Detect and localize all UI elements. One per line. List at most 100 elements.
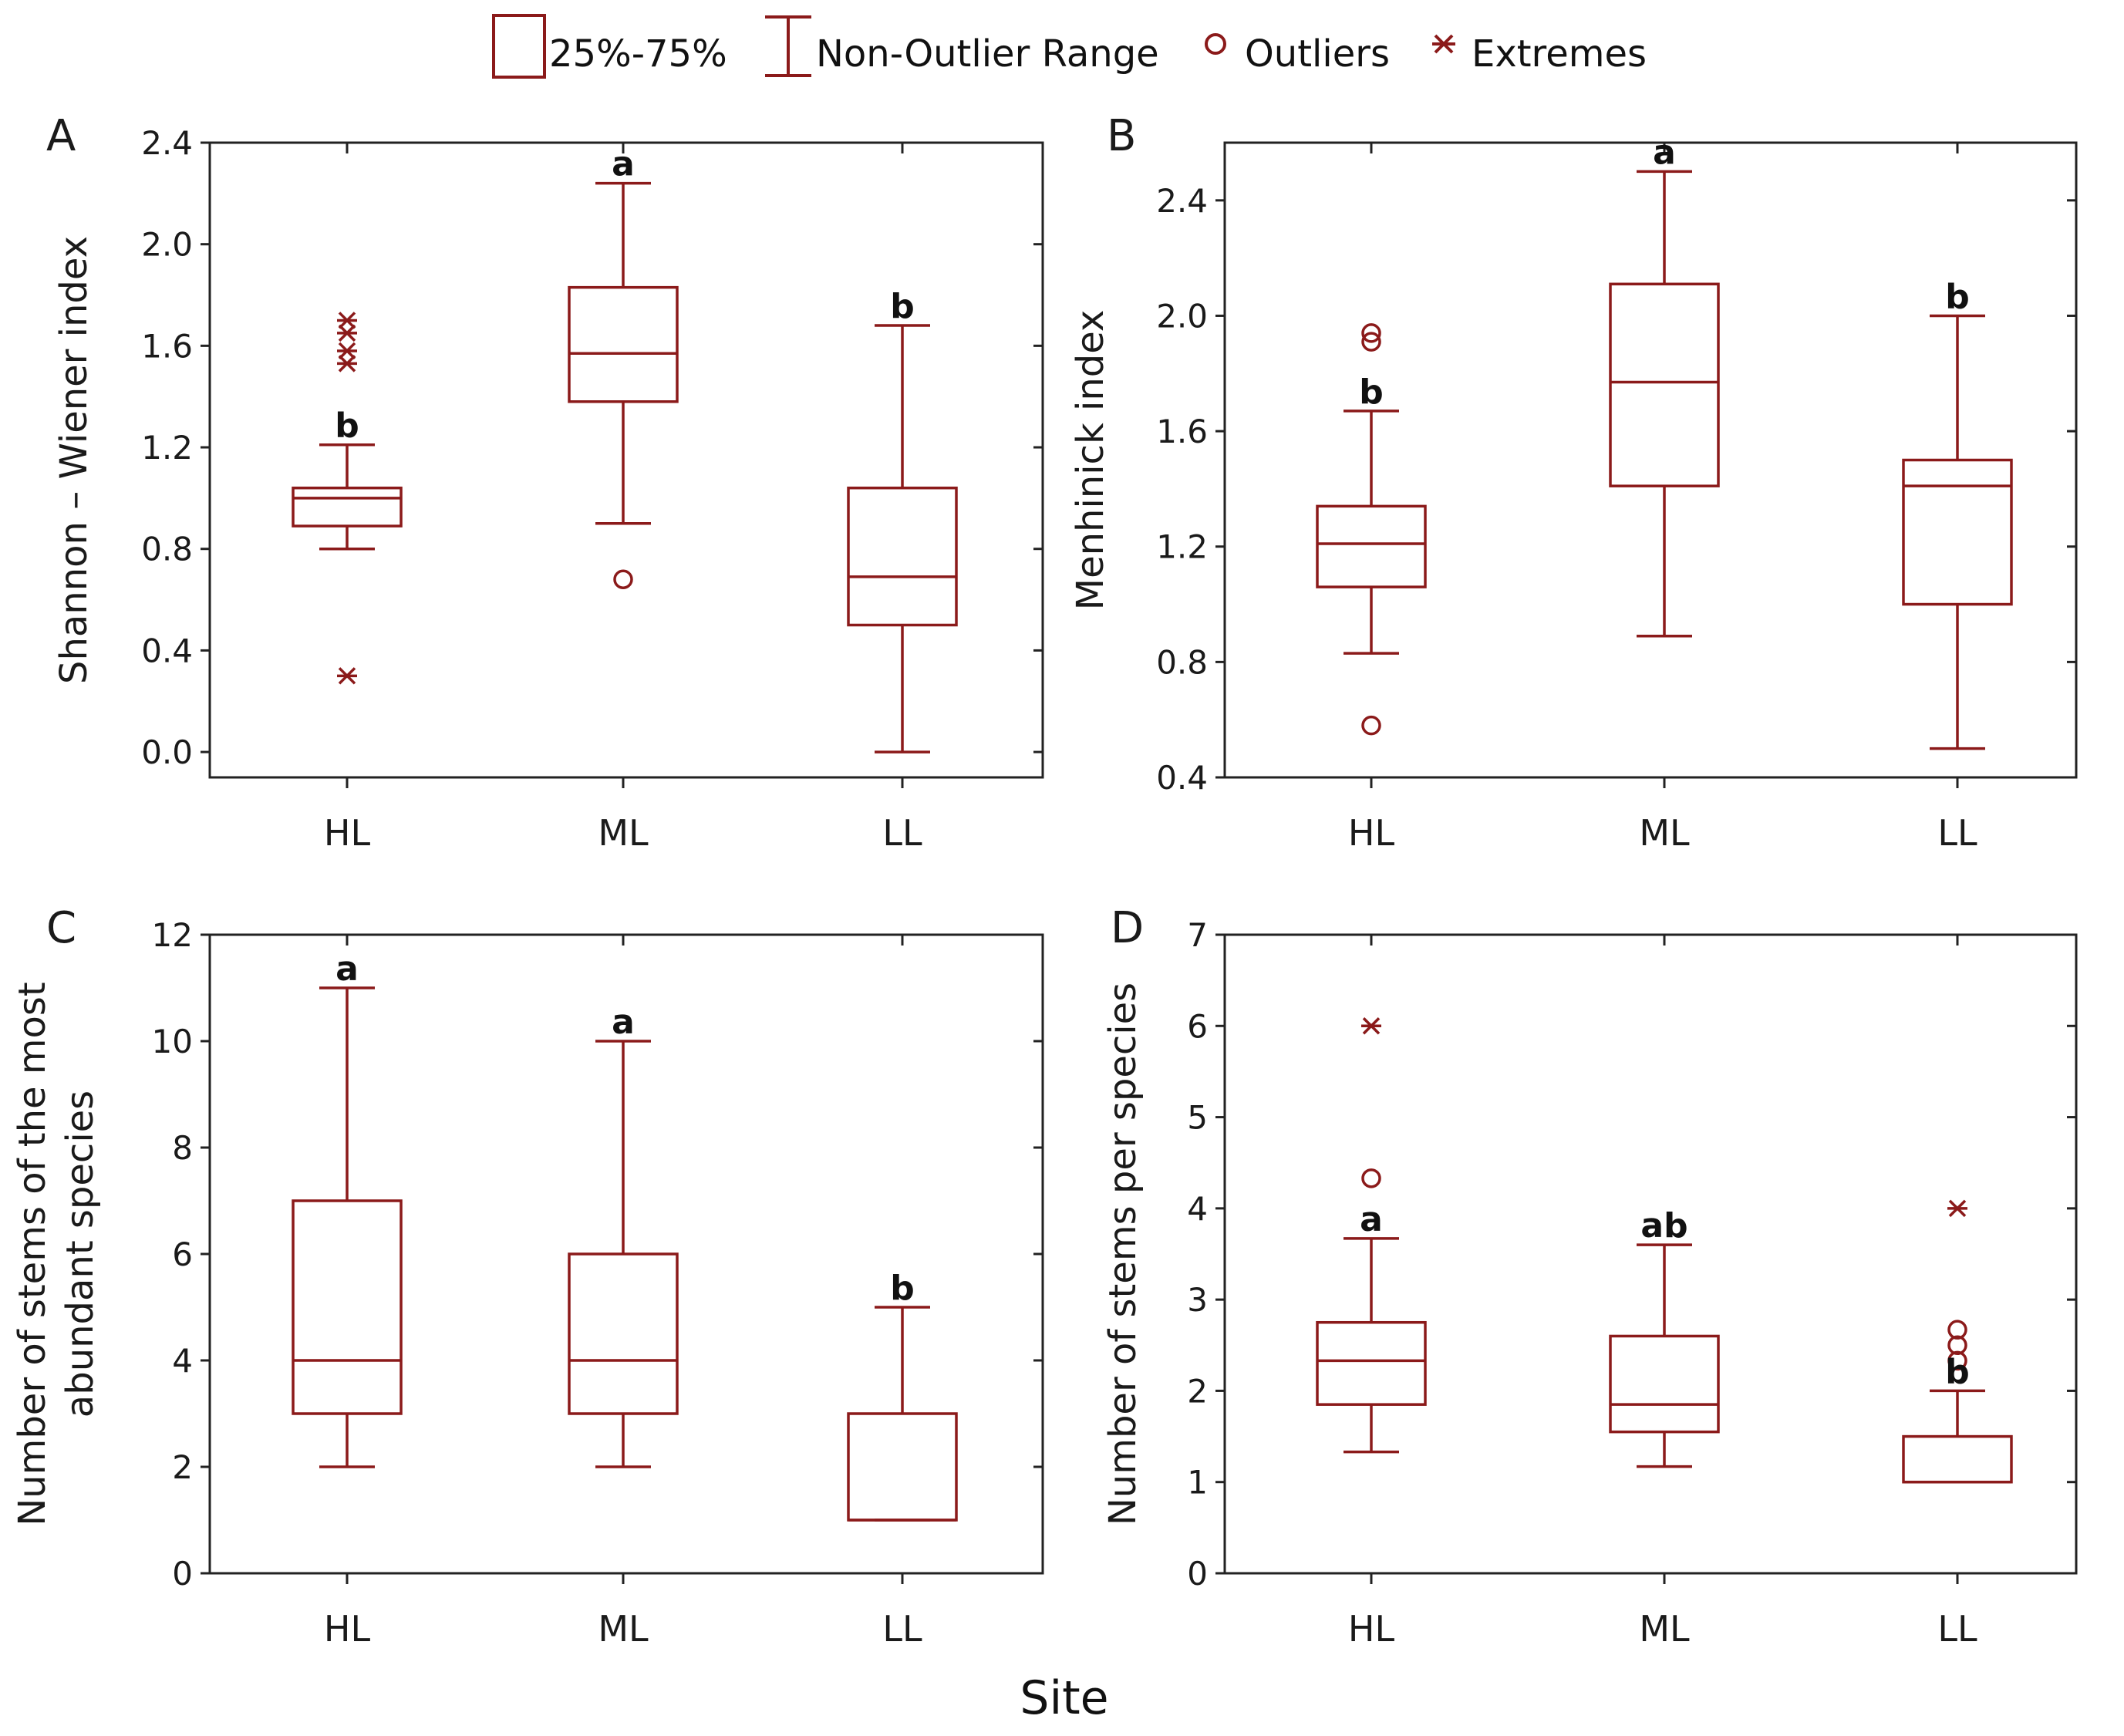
box-group: a (568, 1003, 679, 1468)
significance-letter: a (335, 949, 359, 989)
extreme-point (337, 342, 357, 360)
y-tick-label: 7 (1187, 916, 1208, 954)
iqr-box (1316, 504, 1427, 588)
legend-box-symbol (492, 14, 546, 79)
legend: 25%-75% Non-Outlier Range Outliers Extre… (492, 14, 1647, 79)
iqr-box (847, 1412, 958, 1522)
plot-frame (208, 141, 1044, 779)
extreme-point (337, 355, 357, 372)
outlier-point (1361, 332, 1381, 352)
box-group: a (292, 949, 403, 1468)
significance-letter: ab (1640, 1206, 1687, 1246)
iqr-box (1316, 1320, 1427, 1406)
box-group: a (1609, 133, 1720, 638)
box-group: b (1316, 323, 1427, 736)
outlier-point (1361, 1168, 1381, 1188)
x-category-label: HL (1348, 1608, 1395, 1650)
panel-letter: D (1111, 903, 1144, 953)
y-tick-label: 2 (172, 1448, 193, 1486)
y-tick-label: 0 (1187, 1555, 1208, 1593)
box-group: b (1902, 277, 2013, 750)
y-tick-label: 6 (1187, 1007, 1208, 1045)
extreme-point (337, 312, 357, 329)
x-category-label: LL (1937, 1608, 1977, 1650)
outlier-point (1361, 715, 1381, 736)
x-category-label: ML (598, 812, 649, 854)
y-tick-label: 1.2 (141, 429, 193, 467)
legend-outlier-symbol (1205, 33, 1226, 55)
y-axis-title: Menhinick index (1069, 310, 1112, 611)
legend-extreme-symbol (1432, 34, 1455, 54)
extreme-point (337, 324, 357, 342)
panel-a: 0.0 0.4 0.8 1.2 1.6 2.0 2.4 HL ML LL A Shannon – Wi… (46, 111, 1044, 854)
box-group: b (847, 1269, 958, 1522)
extreme-point (337, 667, 357, 685)
legend-outliers-label: Outliers (1245, 32, 1390, 76)
iqr-box (847, 486, 958, 627)
y-tick-label: 8 (172, 1129, 193, 1167)
x-category-label: ML (1639, 812, 1690, 854)
panel-d: 0 1 2 3 4 5 6 7 HL ML LL D Number of stems per speci… (1101, 903, 2078, 1650)
y-tick-label: 10 (152, 1023, 193, 1060)
extreme-stroke (1948, 1199, 1967, 1218)
y-tick-label: 0.4 (141, 632, 193, 669)
y-tick-label: 4 (172, 1342, 193, 1380)
x-category-label: HL (1348, 812, 1395, 854)
outlier-point (1947, 1320, 1967, 1340)
legend-box-label: 25%-75% (549, 32, 727, 76)
y-tick-label: 1.6 (141, 327, 193, 365)
x-category-label: LL (1937, 812, 1977, 854)
y-tick-label: 2.0 (141, 226, 193, 264)
y-tick-label: 3 (1187, 1281, 1208, 1319)
box-group: a (1316, 1017, 1427, 1454)
panel-b: 0.4 0.8 1.2 1.6 2.0 2.4 HL ML LL B Menhinick index… (1069, 111, 2078, 854)
iqr-box (1902, 1434, 2013, 1484)
y-tick-label: 2.4 (141, 124, 193, 162)
significance-letter: b (1945, 277, 1970, 316)
panel-letter: A (46, 111, 76, 161)
y-axis-title: Number of stems per species (1101, 983, 1145, 1525)
panel-c: 0 2 4 6 8 10 12 HL ML LL C Number of stems of the m… (11, 903, 1044, 1650)
box-group: a (568, 145, 679, 589)
outlier-point (1947, 1350, 1967, 1371)
significance-letter: b (890, 1269, 915, 1308)
x-category-label: HL (324, 1608, 371, 1650)
significance-letter: a (1360, 1200, 1383, 1239)
y-axis-title-line-2: abundant species (59, 1090, 102, 1417)
outlier-point (613, 569, 633, 589)
x-category-label: ML (1639, 1608, 1690, 1650)
iqr-box (292, 486, 403, 528)
y-tick-label: 1 (1187, 1464, 1208, 1502)
y-tick-label: 0.8 (1156, 643, 1208, 681)
significance-letter: b (890, 287, 915, 326)
shared-x-axis-title: Site (1020, 1671, 1108, 1725)
significance-letter: b (1945, 1352, 1970, 1391)
y-tick-label: 0.8 (141, 531, 193, 568)
x-category-label: LL (882, 1608, 922, 1650)
extreme-point (1947, 1199, 1967, 1218)
y-tick-label: 0.0 (141, 733, 193, 771)
plot-frame (1223, 141, 2078, 779)
box-group: ab (1609, 1206, 1720, 1468)
extreme-stroke (338, 667, 356, 685)
y-tick-label: 2.4 (1156, 182, 1208, 220)
x-category-label: LL (882, 812, 922, 854)
outlier-point (1361, 323, 1381, 343)
box-group: b (847, 287, 958, 753)
iqr-box (568, 285, 679, 403)
y-tick-label: 2.0 (1156, 297, 1208, 335)
extreme-stroke (338, 312, 356, 329)
legend-range-symbol (765, 15, 811, 77)
iqr-box (568, 1252, 679, 1415)
panel-letter: C (46, 903, 76, 953)
iqr-box (1609, 1334, 1720, 1434)
plot-frame (1223, 933, 2078, 1575)
y-tick-label: 6 (172, 1235, 193, 1273)
iqr-box (1609, 282, 1720, 487)
y-tick-label: 12 (152, 916, 193, 954)
extreme-point (1361, 1017, 1381, 1035)
y-tick-label: 1.2 (1156, 528, 1208, 566)
y-axis-title-line-1: Number of stems of the most (11, 982, 54, 1526)
y-axis-title: Shannon – Wiener index (52, 236, 96, 684)
